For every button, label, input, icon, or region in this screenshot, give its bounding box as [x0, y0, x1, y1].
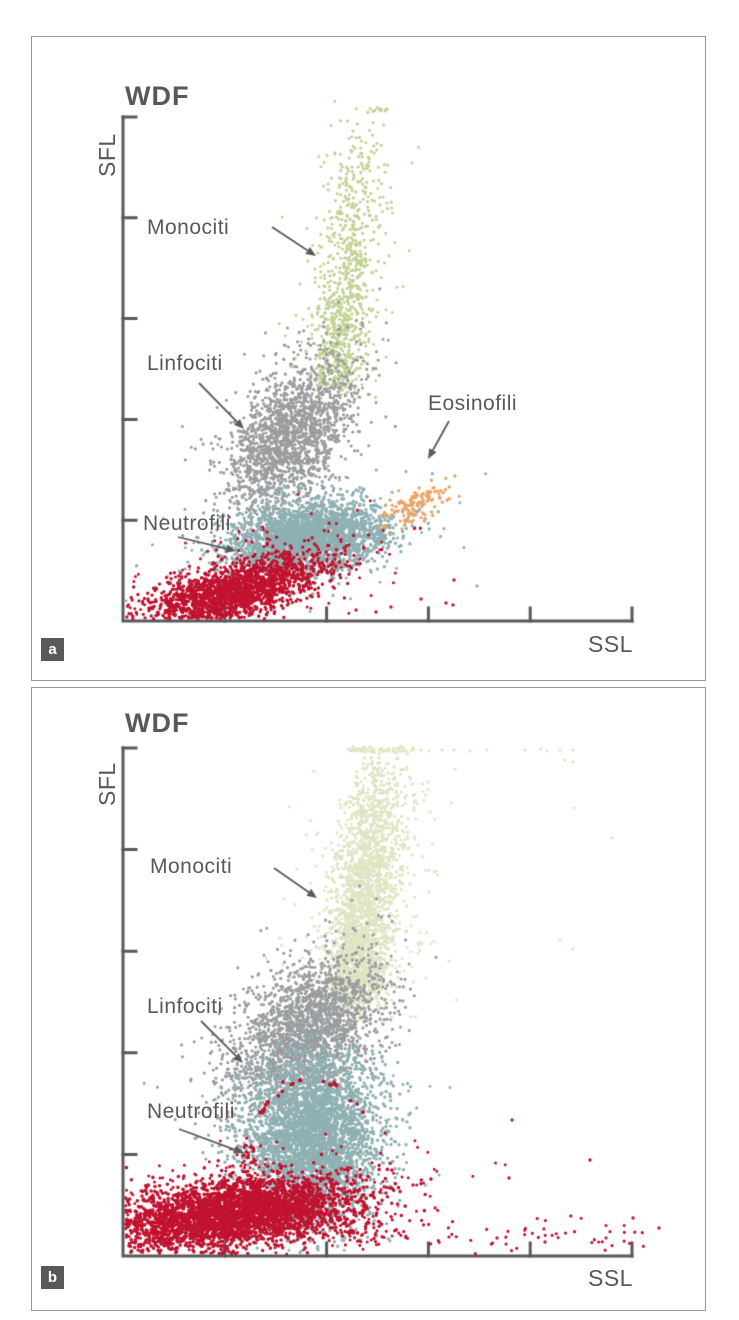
x-axis-label-a: SSL [588, 631, 633, 657]
scatter-plot-a [32, 37, 705, 680]
panel-b: WDF SFL SSL Monociti Linfociti Neutrofil… [31, 687, 706, 1311]
panel-badge-a: a [41, 638, 64, 661]
x-axis-label-b: SSL [588, 1265, 633, 1291]
scatter-plot-b [32, 688, 705, 1310]
annotation-neutrofili-a: Neutrofili [143, 512, 231, 535]
annotation-linfociti-a: Linfociti [147, 352, 223, 375]
annotation-monociti-b: Monociti [150, 855, 233, 878]
annotation-neutrofili-b: Neutrofili [147, 1100, 235, 1123]
panel-a: WDF SFL SSL Monociti Linfociti Eosinofil… [31, 36, 706, 681]
plot-title-a: WDF [125, 81, 190, 111]
annotation-linfociti-b: Linfociti [147, 995, 223, 1018]
panel-badge-b: b [41, 1266, 64, 1289]
annotation-monociti-a: Monociti [147, 216, 230, 239]
annotation-eosinofili-a: Eosinofili [428, 392, 518, 415]
y-axis-label-b: SFL [94, 762, 120, 806]
y-axis-label-a: SFL [94, 133, 120, 177]
plot-title-b: WDF [125, 708, 190, 738]
